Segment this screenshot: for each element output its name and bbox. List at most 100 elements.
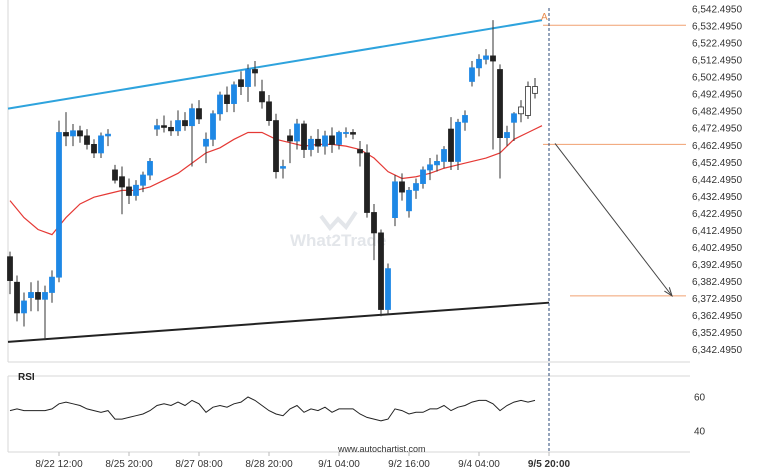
candle-body-down bbox=[371, 212, 377, 234]
y-tick-label: 6,402.4950 bbox=[692, 243, 742, 254]
y-tick-label: 6,462.4950 bbox=[692, 141, 742, 152]
candle-body-down bbox=[91, 144, 97, 154]
candle-body-down bbox=[182, 120, 188, 127]
candle-body-up bbox=[105, 133, 111, 137]
candle bbox=[42, 285, 48, 341]
candle-body-down bbox=[497, 69, 503, 139]
candle-body-up bbox=[427, 164, 433, 171]
candle-body-up bbox=[28, 292, 34, 298]
candle-body-down bbox=[224, 94, 230, 104]
y-tick-label: 6,392.4950 bbox=[692, 260, 742, 271]
candle bbox=[77, 125, 83, 143]
candle bbox=[315, 129, 321, 153]
y-tick-label: 6,522.4950 bbox=[692, 39, 742, 50]
candle-body-up bbox=[294, 123, 300, 142]
y-tick-label: 6,492.4950 bbox=[692, 90, 742, 101]
y-tick-label: 6,362.4950 bbox=[692, 311, 742, 322]
x-tick-label: 9/1 04:00 bbox=[318, 459, 360, 470]
candle-body-down bbox=[35, 292, 41, 300]
candle-body-up bbox=[147, 161, 153, 176]
candle bbox=[322, 130, 328, 155]
candle-body-up bbox=[518, 106, 524, 115]
y-tick-label: 6,482.4950 bbox=[692, 107, 742, 118]
candle bbox=[532, 78, 538, 99]
candle-body-up bbox=[210, 113, 216, 140]
y-tick-label: 6,422.4950 bbox=[692, 209, 742, 220]
candle bbox=[294, 118, 300, 150]
candle bbox=[518, 100, 524, 123]
candle-body-up bbox=[49, 276, 55, 293]
candle-body-up bbox=[504, 132, 510, 139]
candle bbox=[28, 282, 34, 312]
candle-body-up bbox=[511, 113, 517, 123]
candle bbox=[462, 110, 468, 131]
candle bbox=[7, 251, 13, 295]
x-tick-label: 9/2 16:00 bbox=[388, 459, 430, 470]
candle-body-up bbox=[189, 108, 195, 127]
candle bbox=[511, 112, 517, 142]
candle-body-up bbox=[154, 125, 160, 130]
candle-body-down bbox=[119, 176, 125, 188]
candle-body-down bbox=[350, 132, 356, 135]
candle-body-up bbox=[434, 161, 440, 166]
candle bbox=[490, 20, 496, 150]
candle bbox=[203, 132, 209, 164]
candle-body-down bbox=[252, 69, 258, 74]
candle bbox=[35, 280, 41, 312]
candle-body-down bbox=[448, 128, 454, 162]
candle-body-up bbox=[392, 181, 398, 218]
candle bbox=[231, 81, 237, 113]
candle bbox=[371, 203, 377, 261]
pattern-point-label: A bbox=[541, 12, 548, 23]
y-tick-label: 6,532.4950 bbox=[692, 22, 742, 33]
candle bbox=[63, 112, 69, 147]
candle bbox=[119, 166, 125, 215]
candle bbox=[49, 270, 55, 303]
y-tick-label: 6,412.4950 bbox=[692, 226, 742, 237]
candle bbox=[427, 158, 433, 181]
watermark: What2Trade bbox=[290, 210, 386, 250]
candle-body-down bbox=[273, 120, 279, 173]
candle bbox=[217, 91, 223, 121]
candle bbox=[350, 129, 356, 140]
candle bbox=[252, 61, 258, 87]
channel-lower-line bbox=[7, 301, 550, 343]
candle-body-up bbox=[469, 67, 475, 82]
candle-body-down bbox=[196, 108, 202, 120]
candle bbox=[385, 263, 391, 315]
candle bbox=[189, 103, 195, 167]
candle bbox=[259, 79, 265, 109]
candle bbox=[301, 120, 307, 159]
candle bbox=[469, 61, 475, 87]
y-tick-label: 6,432.4950 bbox=[692, 192, 742, 203]
candle-body-down bbox=[112, 169, 118, 181]
candle-body-down bbox=[364, 152, 370, 213]
rsi-tick-label: 40 bbox=[694, 427, 706, 438]
candle-body-up bbox=[21, 300, 27, 314]
candle-body-down bbox=[266, 101, 272, 121]
candle-body-down bbox=[126, 186, 132, 196]
candle-body-up bbox=[231, 84, 237, 104]
candle bbox=[161, 115, 167, 133]
x-tick-label: 9/5 20:00 bbox=[528, 459, 571, 470]
candle-body-down bbox=[161, 125, 167, 128]
watermark-logo-icon bbox=[319, 210, 358, 232]
candle-body-up bbox=[322, 135, 328, 147]
candle bbox=[14, 275, 20, 322]
candle-body-up bbox=[308, 138, 314, 150]
candle-body-down bbox=[315, 138, 321, 147]
candle bbox=[98, 132, 104, 159]
y-tick-label: 6,452.4950 bbox=[692, 158, 742, 169]
candle bbox=[273, 113, 279, 179]
candle bbox=[525, 81, 531, 119]
candle bbox=[308, 135, 314, 157]
candle-body-down bbox=[7, 256, 13, 281]
candle bbox=[238, 71, 244, 96]
candle bbox=[147, 158, 153, 181]
candle bbox=[434, 154, 440, 172]
candle bbox=[413, 178, 419, 199]
candle bbox=[210, 110, 216, 147]
candle-body-down bbox=[259, 91, 265, 103]
candle-body-down bbox=[238, 79, 244, 87]
